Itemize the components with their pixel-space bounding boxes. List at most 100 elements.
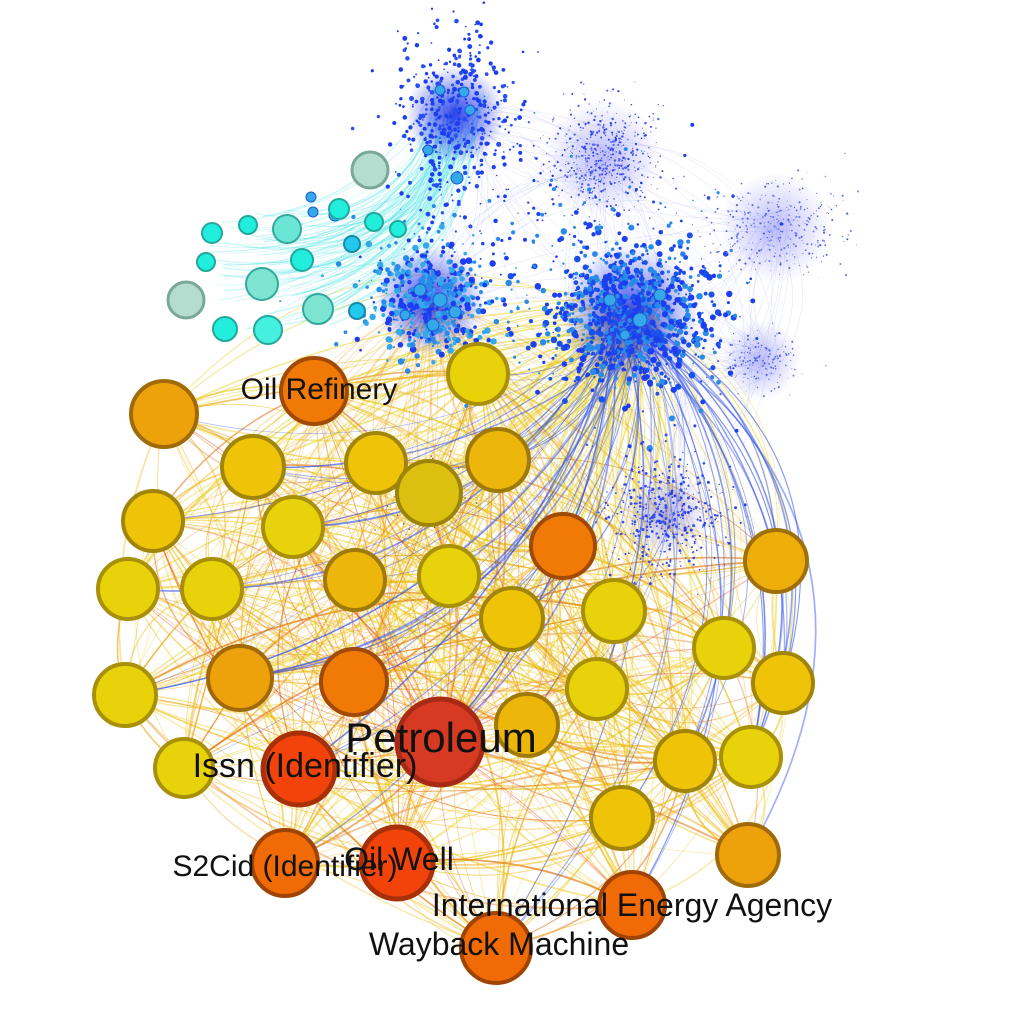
blue-dot	[681, 270, 687, 275]
blue-dot	[424, 71, 429, 76]
node-yellow[interactable]	[395, 459, 463, 527]
node-cyan[interactable]	[212, 316, 238, 342]
node-yellow[interactable]	[494, 692, 560, 758]
node-yellow[interactable]	[719, 725, 783, 789]
blue-dot	[397, 358, 405, 365]
node-orange[interactable]	[319, 647, 389, 717]
blue-dot	[606, 311, 613, 318]
blue-dot	[624, 552, 627, 556]
blue-node[interactable]	[305, 191, 317, 203]
node-yellow[interactable]	[220, 434, 286, 500]
blue-dot	[495, 174, 498, 177]
blue-node[interactable]	[448, 305, 462, 319]
node-orange[interactable]	[279, 356, 349, 426]
edge	[439, 373, 526, 743]
blue-dot	[580, 138, 581, 140]
blue-dot	[652, 513, 655, 516]
node-cyan[interactable]	[196, 252, 216, 272]
node-yellow[interactable]	[180, 557, 244, 621]
blue-dot	[603, 99, 606, 101]
node-s2cid-identifier[interactable]	[250, 828, 320, 898]
node-yellow[interactable]	[261, 495, 325, 559]
blue-dot	[661, 472, 664, 475]
blue-node[interactable]	[603, 293, 617, 307]
node-cyan[interactable]	[364, 212, 384, 232]
node-yellow[interactable]	[96, 557, 160, 621]
blue-dot	[670, 386, 677, 393]
node-amber[interactable]	[715, 822, 781, 888]
blue-dot	[798, 225, 801, 227]
node-cyan[interactable]	[328, 198, 350, 220]
node-yellow[interactable]	[479, 586, 545, 652]
blue-dot	[620, 173, 623, 176]
blue-node[interactable]	[413, 283, 427, 297]
node-oil-well[interactable]	[358, 824, 436, 902]
blue-dot	[629, 313, 633, 316]
blue-dot	[681, 533, 684, 537]
node-amber[interactable]	[206, 644, 274, 712]
blue-dot	[558, 195, 560, 197]
blue-node[interactable]	[434, 84, 446, 96]
node-yellow[interactable]	[417, 544, 481, 608]
blue-node[interactable]	[632, 312, 648, 328]
node-wayback-machine[interactable]	[459, 911, 533, 985]
blue-node[interactable]	[619, 329, 631, 341]
node-cyan[interactable]	[253, 315, 283, 345]
node-cyan[interactable]	[389, 220, 407, 238]
node-cyan[interactable]	[302, 293, 334, 325]
node-yellow[interactable]	[565, 657, 629, 721]
node-teal[interactable]	[166, 280, 206, 320]
blue-dot	[749, 214, 751, 216]
node-yellow[interactable]	[589, 785, 655, 851]
node-petroleum[interactable]	[394, 696, 486, 788]
blue-dot	[659, 176, 662, 179]
node-yellow[interactable]	[92, 662, 158, 728]
blue-dot	[565, 161, 567, 162]
node-yellow[interactable]	[323, 548, 387, 612]
blue-dot	[709, 314, 716, 321]
node-yellow[interactable]	[153, 737, 215, 799]
blue-dot	[743, 211, 746, 213]
node-cyan[interactable]	[201, 222, 223, 244]
node-yellow[interactable]	[692, 616, 756, 680]
node-international-energy-agency[interactable]	[597, 870, 667, 940]
node-cyan[interactable]	[343, 235, 361, 253]
node-yellow[interactable]	[121, 489, 185, 553]
node-cyan[interactable]	[272, 214, 302, 244]
blue-node[interactable]	[458, 86, 470, 98]
node-yellow[interactable]	[581, 578, 647, 644]
blue-node[interactable]	[422, 144, 434, 156]
blue-dot	[459, 215, 462, 218]
blue-node[interactable]	[307, 206, 319, 218]
blue-node[interactable]	[450, 171, 464, 185]
blue-dot	[484, 119, 488, 124]
blue-node[interactable]	[432, 292, 448, 308]
blue-node[interactable]	[426, 318, 440, 332]
node-cyan[interactable]	[348, 302, 366, 320]
node-yellow[interactable]	[446, 342, 510, 406]
node-yellow[interactable]	[751, 651, 815, 715]
blue-dot	[456, 63, 462, 68]
node-orange[interactable]	[529, 512, 597, 580]
blue-node[interactable]	[464, 104, 476, 116]
blue-dot	[627, 157, 629, 159]
blue-node[interactable]	[399, 309, 411, 321]
node-yellow[interactable]	[344, 431, 408, 495]
blue-dot	[793, 256, 796, 258]
blue-dot	[774, 252, 776, 254]
node-yellow[interactable]	[743, 528, 809, 594]
blue-dot	[686, 342, 692, 348]
blue-node[interactable]	[653, 288, 667, 302]
node-cyan[interactable]	[290, 248, 314, 272]
blue-dot	[682, 512, 684, 514]
blue-dot	[623, 177, 625, 179]
node-issn-identifier[interactable]	[260, 730, 338, 808]
blue-dot	[686, 463, 689, 466]
node-cyan[interactable]	[245, 267, 279, 301]
node-teal[interactable]	[350, 150, 390, 190]
node-amber[interactable]	[129, 379, 199, 449]
node-yellow[interactable]	[653, 729, 717, 793]
node-cyan[interactable]	[238, 215, 258, 235]
blue-dot	[726, 541, 729, 544]
node-yellow[interactable]	[465, 427, 531, 493]
